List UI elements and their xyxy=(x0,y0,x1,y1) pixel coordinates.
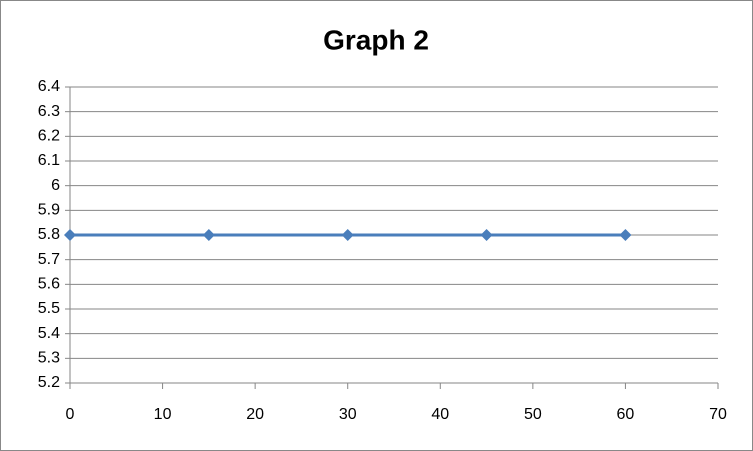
x-tick-label: 70 xyxy=(709,406,727,423)
data-point xyxy=(64,229,76,241)
y-tick-label: 5.9 xyxy=(38,202,60,219)
y-tick-label: 5.6 xyxy=(38,276,60,293)
data-point xyxy=(480,229,493,241)
data-point xyxy=(202,229,215,241)
y-tick-label: 6.2 xyxy=(38,128,60,145)
x-tick-label: 20 xyxy=(246,406,264,423)
x-tick-label: 30 xyxy=(339,406,357,423)
data-point xyxy=(341,229,354,241)
x-tick-label: 50 xyxy=(524,406,542,423)
chart-title: Graph 2 xyxy=(323,24,429,55)
x-tick-label: 60 xyxy=(617,406,635,423)
y-tick-label: 6.3 xyxy=(38,103,60,120)
y-tick-label: 6.1 xyxy=(38,152,60,169)
y-tick-label: 5.2 xyxy=(38,374,60,391)
y-tick-label: 5.5 xyxy=(38,300,60,317)
x-tick-label: 10 xyxy=(154,406,172,423)
y-tick-label: 5.8 xyxy=(38,226,60,243)
data-point xyxy=(619,229,632,241)
y-tick-label: 5.7 xyxy=(38,251,60,268)
y-tick-label: 6 xyxy=(51,177,60,194)
y-tick-label: 5.4 xyxy=(38,325,60,342)
x-tick-label: 0 xyxy=(66,406,75,423)
y-tick-label: 6.4 xyxy=(38,78,60,95)
y-tick-label: 5.3 xyxy=(38,350,60,367)
x-tick-label: 40 xyxy=(431,406,449,423)
